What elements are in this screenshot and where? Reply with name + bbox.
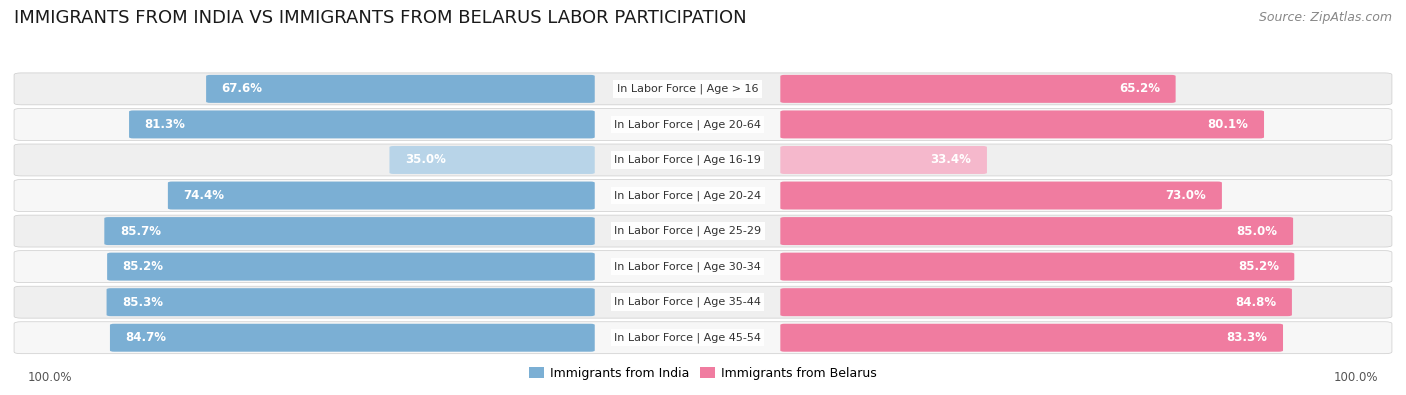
- Text: 85.7%: 85.7%: [120, 225, 160, 237]
- FancyBboxPatch shape: [14, 251, 1392, 282]
- FancyBboxPatch shape: [780, 111, 1264, 138]
- Text: In Labor Force | Age 45-54: In Labor Force | Age 45-54: [614, 333, 761, 343]
- FancyBboxPatch shape: [104, 217, 595, 245]
- Text: 85.0%: 85.0%: [1237, 225, 1278, 237]
- FancyBboxPatch shape: [780, 253, 1295, 280]
- FancyBboxPatch shape: [780, 146, 987, 174]
- Text: 35.0%: 35.0%: [405, 154, 446, 166]
- Text: 85.2%: 85.2%: [1237, 260, 1279, 273]
- FancyBboxPatch shape: [14, 73, 1392, 105]
- FancyBboxPatch shape: [129, 111, 595, 138]
- Text: 67.6%: 67.6%: [222, 83, 263, 95]
- Text: 100.0%: 100.0%: [28, 371, 73, 384]
- FancyBboxPatch shape: [14, 144, 1392, 176]
- FancyBboxPatch shape: [780, 75, 1175, 103]
- Text: 65.2%: 65.2%: [1119, 83, 1160, 95]
- FancyBboxPatch shape: [780, 217, 1294, 245]
- FancyBboxPatch shape: [167, 182, 595, 209]
- FancyBboxPatch shape: [110, 324, 595, 352]
- Text: 85.3%: 85.3%: [122, 296, 163, 308]
- Text: 100.0%: 100.0%: [1333, 371, 1378, 384]
- FancyBboxPatch shape: [14, 322, 1392, 354]
- Text: 84.8%: 84.8%: [1236, 296, 1277, 308]
- FancyBboxPatch shape: [780, 182, 1222, 209]
- FancyBboxPatch shape: [14, 215, 1392, 247]
- Text: 74.4%: 74.4%: [183, 189, 225, 202]
- Text: In Labor Force | Age 20-24: In Labor Force | Age 20-24: [614, 190, 761, 201]
- Text: 84.7%: 84.7%: [125, 331, 166, 344]
- Text: 81.3%: 81.3%: [145, 118, 186, 131]
- FancyBboxPatch shape: [780, 288, 1292, 316]
- FancyBboxPatch shape: [14, 180, 1392, 211]
- FancyBboxPatch shape: [14, 109, 1392, 140]
- FancyBboxPatch shape: [389, 146, 595, 174]
- FancyBboxPatch shape: [107, 288, 595, 316]
- Text: 85.2%: 85.2%: [122, 260, 163, 273]
- Text: 33.4%: 33.4%: [931, 154, 972, 166]
- Text: 73.0%: 73.0%: [1166, 189, 1206, 202]
- Text: 80.1%: 80.1%: [1208, 118, 1249, 131]
- Legend: Immigrants from India, Immigrants from Belarus: Immigrants from India, Immigrants from B…: [524, 362, 882, 385]
- Text: Source: ZipAtlas.com: Source: ZipAtlas.com: [1258, 11, 1392, 24]
- Text: In Labor Force | Age 25-29: In Labor Force | Age 25-29: [614, 226, 761, 236]
- Text: In Labor Force | Age > 16: In Labor Force | Age > 16: [617, 84, 758, 94]
- Text: In Labor Force | Age 30-34: In Labor Force | Age 30-34: [614, 261, 761, 272]
- FancyBboxPatch shape: [107, 253, 595, 280]
- Text: IMMIGRANTS FROM INDIA VS IMMIGRANTS FROM BELARUS LABOR PARTICIPATION: IMMIGRANTS FROM INDIA VS IMMIGRANTS FROM…: [14, 9, 747, 27]
- Text: In Labor Force | Age 20-64: In Labor Force | Age 20-64: [614, 119, 761, 130]
- FancyBboxPatch shape: [207, 75, 595, 103]
- Text: 83.3%: 83.3%: [1226, 331, 1268, 344]
- FancyBboxPatch shape: [780, 324, 1284, 352]
- Text: In Labor Force | Age 35-44: In Labor Force | Age 35-44: [614, 297, 761, 307]
- Text: In Labor Force | Age 16-19: In Labor Force | Age 16-19: [614, 155, 761, 165]
- FancyBboxPatch shape: [14, 286, 1392, 318]
